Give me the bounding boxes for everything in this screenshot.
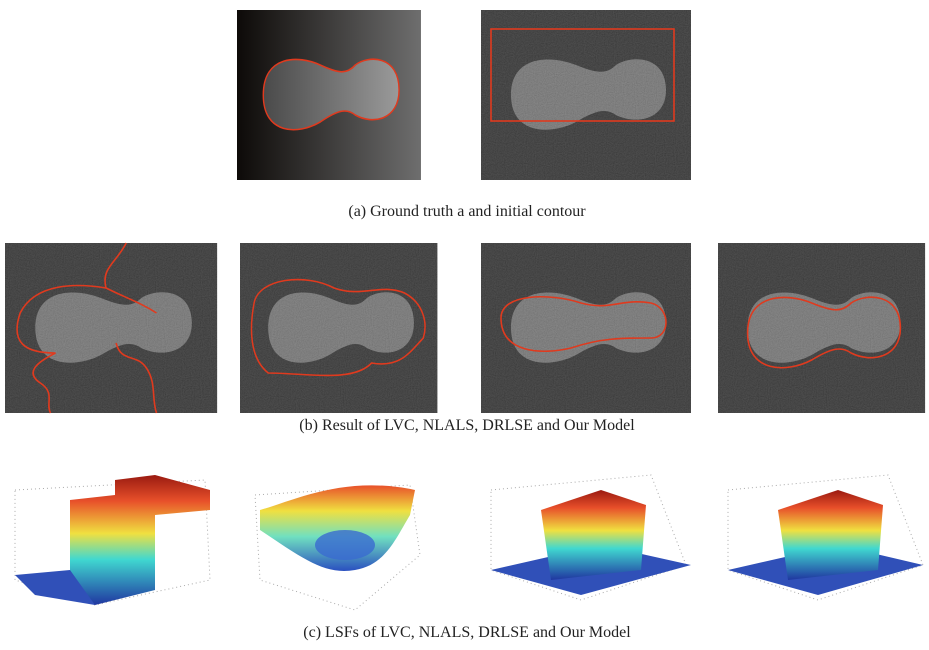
panel-our-model	[718, 243, 925, 413]
lsf-drlse	[491, 475, 691, 600]
caption-c: (c) LSFs of LVC, NLALS, DRLSE and Our Mo…	[303, 624, 631, 641]
panel-ground-truth	[237, 10, 421, 180]
lsf-nlals	[255, 485, 420, 610]
lsf-lvc	[15, 475, 210, 605]
panel-initial-contour	[481, 10, 691, 180]
panel-lvc	[5, 243, 217, 413]
panel-nlals	[240, 243, 437, 413]
figure: (a) Ground truth a and initial contour (…	[0, 0, 929, 650]
panel-drlse	[481, 243, 691, 413]
lsf-our-model	[728, 475, 923, 600]
caption-a: (a) Ground truth a and initial contour	[348, 203, 586, 220]
caption-b: (b) Result of LVC, NLALS, DRLSE and Our …	[299, 417, 635, 434]
